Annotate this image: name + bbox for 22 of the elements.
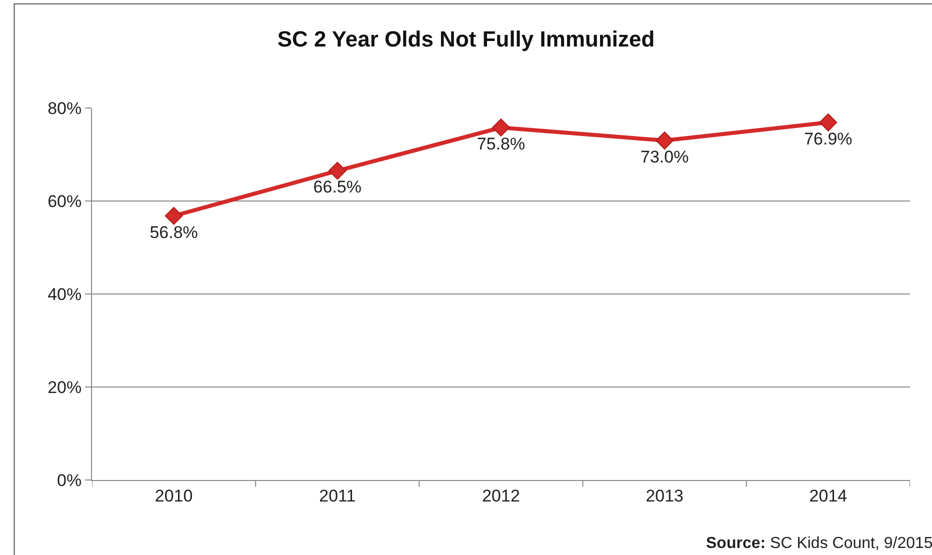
y-tick-label: 80%: [48, 98, 82, 118]
point: [328, 162, 346, 180]
data-label: 75.8%: [476, 134, 526, 154]
source-note: Source: SC Kids Count, 9/2015: [706, 535, 932, 552]
point: [492, 118, 510, 136]
y-tick-label: 40%: [48, 284, 82, 304]
y-tick-label: 0%: [57, 470, 82, 490]
y-tick-label: 60%: [48, 192, 82, 211]
data-label: 73.0%: [640, 147, 689, 166]
data-label: 56.8%: [150, 222, 198, 242]
point: [656, 132, 674, 150]
x-tick-label: 2014: [809, 486, 848, 506]
x-tick-label: 2010: [154, 486, 193, 506]
y-tick-label: 20%: [48, 378, 82, 397]
point: [819, 113, 838, 132]
point: [164, 206, 183, 225]
x-tick-label: 2012: [482, 486, 520, 506]
data-label: 76.9%: [804, 129, 852, 148]
x-tick-label: 2013: [646, 486, 684, 506]
x-tick-label: 2011: [319, 486, 356, 506]
chart-title: SC 2 Year Olds Not Fully Immunized: [277, 26, 655, 52]
data-label: 66.5%: [313, 178, 362, 197]
